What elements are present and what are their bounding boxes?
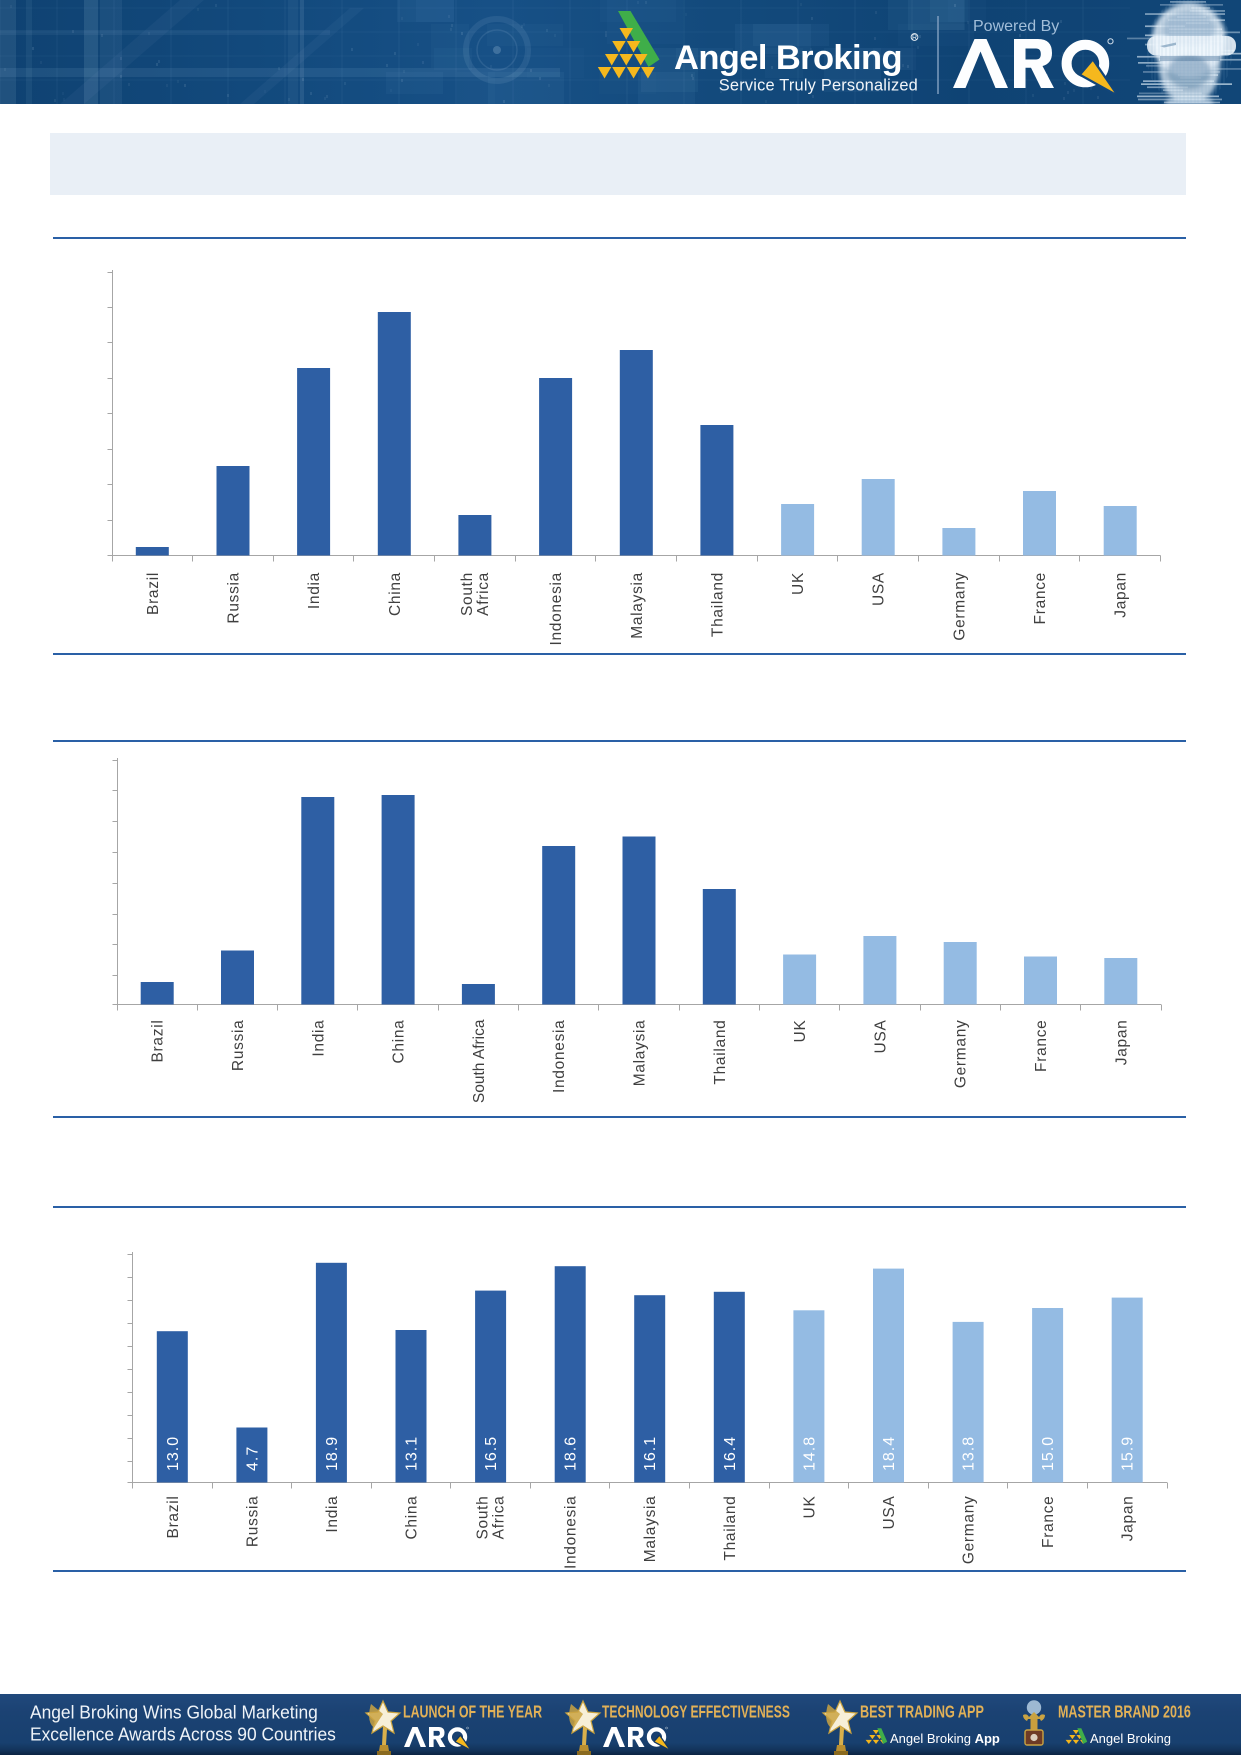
svg-text:Indonesia: Indonesia	[563, 1496, 580, 1570]
svg-text:USA: USA	[872, 1020, 889, 1054]
svg-text:USA: USA	[881, 1496, 898, 1530]
svg-text:China: China	[387, 572, 404, 616]
svg-text:France: France	[1033, 1020, 1050, 1072]
svg-text:15.0: 15.0	[1040, 1436, 1057, 1471]
svg-text:R: R	[912, 35, 917, 42]
svg-text:13.0: 13.0	[165, 1436, 182, 1471]
svg-text:Brazil: Brazil	[165, 1496, 182, 1539]
svg-text:South: South	[459, 572, 476, 616]
svg-text:Japan: Japan	[1113, 572, 1130, 618]
svg-text:USA: USA	[871, 572, 888, 606]
svg-text:13.1: 13.1	[404, 1436, 421, 1471]
svg-text:16.5: 16.5	[483, 1436, 500, 1471]
svg-text:Angel Broking: Angel Broking	[674, 39, 902, 77]
svg-text:Germany: Germany	[961, 1496, 978, 1565]
svg-text:14.8: 14.8	[801, 1436, 818, 1471]
svg-text:15.9: 15.9	[1120, 1436, 1137, 1471]
svg-text:France: France	[1032, 572, 1049, 624]
svg-text:Brazil: Brazil	[145, 572, 162, 615]
svg-text:Germany: Germany	[953, 1019, 970, 1088]
svg-text:MASTER BRAND 2016: MASTER BRAND 2016	[1058, 1702, 1191, 1722]
svg-text:China: China	[391, 1020, 408, 1064]
svg-text:Germany: Germany	[951, 572, 968, 641]
svg-text:South: South	[475, 1496, 492, 1540]
svg-text:TECHNOLOGY EFFECTIVENESS: TECHNOLOGY EFFECTIVENESS	[602, 1702, 790, 1722]
svg-text:Africa: Africa	[475, 572, 492, 616]
svg-text:Russia: Russia	[244, 1496, 261, 1548]
svg-text:India: India	[310, 1020, 327, 1057]
svg-text:Powered By: Powered By	[973, 18, 1059, 35]
svg-text:LAUNCH OF THE YEAR: LAUNCH OF THE YEAR	[403, 1702, 542, 1722]
svg-text:UK: UK	[792, 1020, 809, 1043]
svg-text:Brazil: Brazil	[150, 1020, 167, 1063]
svg-text:Thailand: Thailand	[709, 572, 726, 637]
svg-text:18.6: 18.6	[563, 1436, 580, 1471]
svg-text:Russia: Russia	[226, 572, 243, 624]
svg-text:13.8: 13.8	[961, 1436, 978, 1471]
svg-text:Thailand: Thailand	[712, 1020, 729, 1085]
svg-text:4.7: 4.7	[244, 1446, 261, 1471]
svg-text:Angel Broking Wins Global Mark: Angel Broking Wins Global Marketing	[30, 1702, 318, 1723]
svg-text:UK: UK	[801, 1496, 818, 1519]
svg-text:Japan: Japan	[1113, 1020, 1130, 1066]
svg-text:Excellence Awards Across 90 Co: Excellence Awards Across 90 Countries	[30, 1724, 336, 1745]
svg-text:Africa: Africa	[491, 1496, 508, 1540]
svg-text:South Africa: South Africa	[471, 1019, 488, 1103]
svg-text:France: France	[1040, 1496, 1057, 1548]
svg-text:Thailand: Thailand	[722, 1496, 739, 1561]
svg-text:Indonesia: Indonesia	[551, 1020, 568, 1094]
svg-text:Angel Broking App: Angel Broking App	[890, 1731, 1000, 1746]
svg-text:BEST TRADING APP: BEST TRADING APP	[860, 1702, 984, 1722]
svg-text:India: India	[306, 572, 323, 609]
svg-text:Malaysia: Malaysia	[632, 1020, 649, 1087]
svg-text:18.4: 18.4	[881, 1436, 898, 1471]
svg-text:Russia: Russia	[230, 1020, 247, 1072]
svg-text:18.9: 18.9	[324, 1436, 341, 1471]
svg-text:16.4: 16.4	[722, 1436, 739, 1471]
svg-text:Angel Broking: Angel Broking	[1090, 1731, 1171, 1746]
svg-text:UK: UK	[790, 572, 807, 595]
svg-text:Service Truly Personalized: Service Truly Personalized	[719, 77, 918, 95]
svg-text:16.1: 16.1	[642, 1436, 659, 1471]
svg-text:Malaysia: Malaysia	[642, 1496, 659, 1563]
svg-text:Malaysia: Malaysia	[629, 572, 646, 639]
svg-text:India: India	[324, 1496, 341, 1533]
svg-text:Japan: Japan	[1120, 1496, 1137, 1542]
svg-text:China: China	[404, 1496, 421, 1540]
svg-text:Indonesia: Indonesia	[548, 572, 565, 646]
